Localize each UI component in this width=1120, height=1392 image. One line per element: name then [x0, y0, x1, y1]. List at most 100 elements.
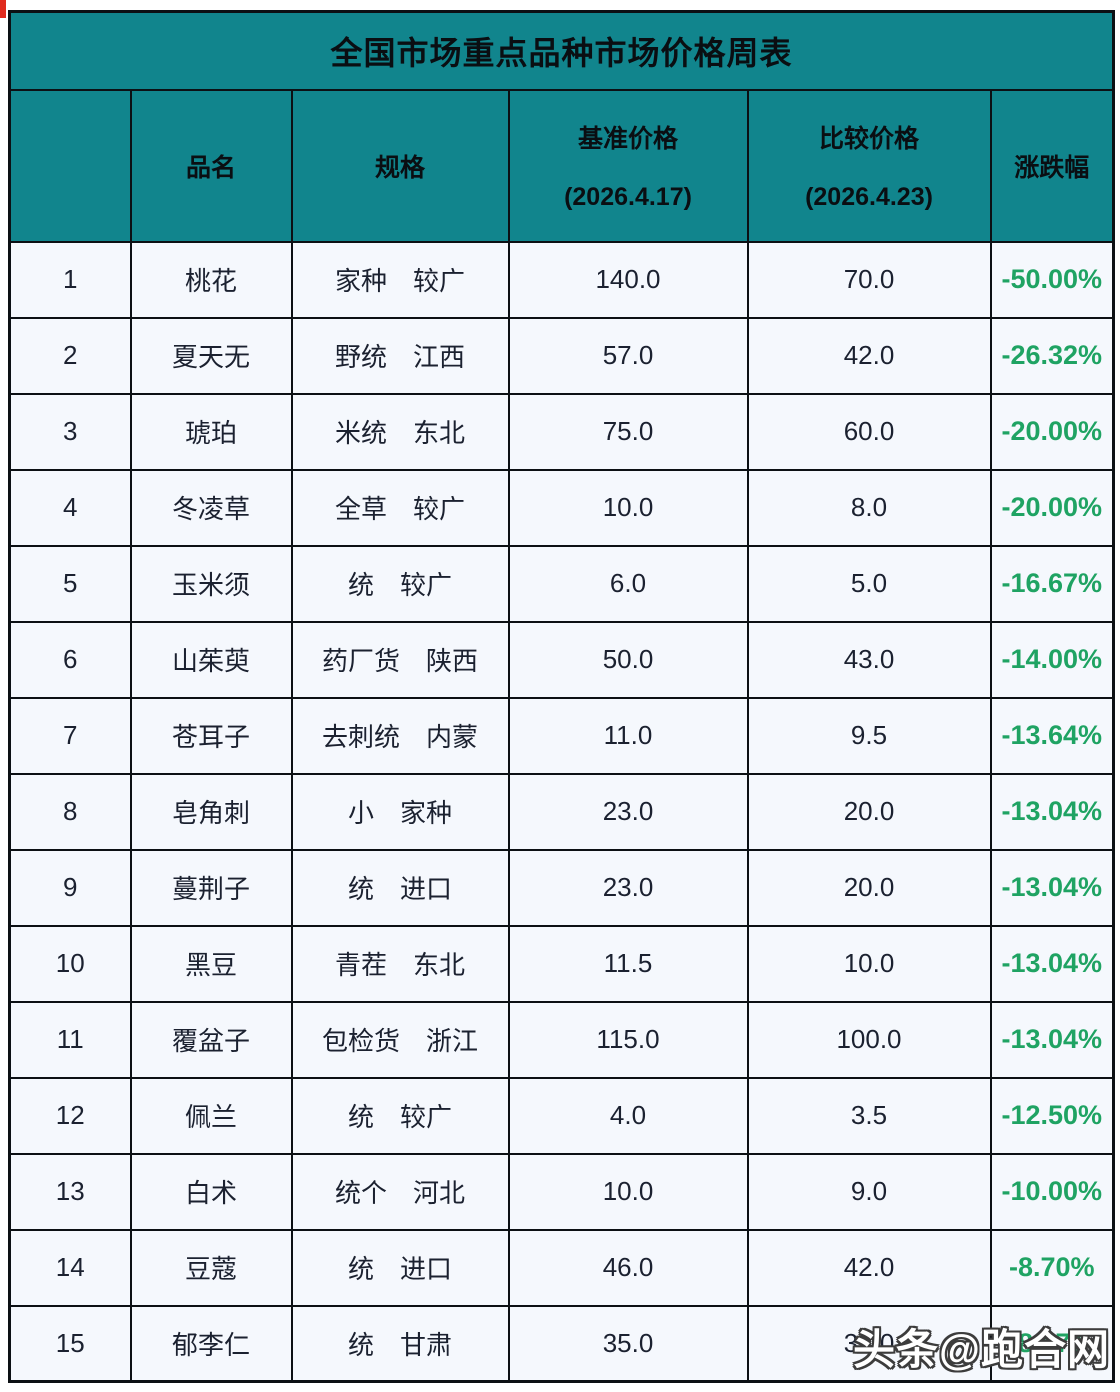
- column-header-base-price: 基准价格 (2026.4.17): [507, 88, 749, 243]
- cell-row-index: 15: [8, 1304, 132, 1383]
- cell-product-name: 白术: [129, 1152, 293, 1231]
- cell-change-percent: -13.04%: [989, 1000, 1115, 1079]
- cell-spec: 统 较广: [290, 544, 510, 623]
- cell-spec: 统 较广: [290, 1076, 510, 1155]
- corner-red-mark: [0, 0, 6, 18]
- cell-compare-price: 20.0: [746, 848, 992, 927]
- compare-price-label: 比较价格: [818, 124, 919, 153]
- cell-base-price: 140.0: [507, 240, 749, 319]
- table-row: 10 黑豆 青茬 东北 11.5 10.0 -13.04%: [8, 924, 1115, 1003]
- cell-base-price: 115.0: [507, 1000, 749, 1079]
- cell-change-percent: -14.00%: [989, 620, 1115, 699]
- column-header-change: 涨跌幅: [989, 88, 1115, 243]
- cell-change-percent: -13.04%: [989, 848, 1115, 927]
- page-title: 全国市场重点品种市场价格周表: [8, 10, 1115, 91]
- cell-base-price: 23.0: [507, 772, 749, 851]
- cell-row-index: 3: [8, 392, 132, 471]
- cell-spec: 统 进口: [290, 848, 510, 927]
- table-row: 14 豆蔻统 进口 46.0 42.0 -8.70%: [8, 1228, 1115, 1307]
- column-header-compare-price: 比较价格 (2026.4.23): [746, 88, 992, 243]
- cell-spec: 去刺统 内蒙: [290, 696, 510, 775]
- cell-spec: 全草 较广: [290, 468, 510, 547]
- cell-product-name: 山茱萸: [129, 620, 293, 699]
- cell-product-name: 苍耳子: [129, 696, 293, 775]
- column-header-spec: 规格: [290, 88, 510, 243]
- cell-product-name: 蔓荆子: [129, 848, 293, 927]
- cell-base-price: 46.0: [507, 1228, 749, 1307]
- cell-spec: 家种 较广: [290, 240, 510, 319]
- header-row: 品名 规格 基准价格 (2026.4.17) 比较价格 (2026.4.23) …: [8, 88, 1115, 243]
- table-row: 9 蔓荆子统 进口 23.0 20.0 -13.04%: [8, 848, 1115, 927]
- cell-row-index: 14: [8, 1228, 132, 1307]
- cell-compare-price: 42.0: [746, 316, 992, 395]
- cell-product-name: 郁李仁: [129, 1304, 293, 1383]
- cell-spec: 野统 江西: [290, 316, 510, 395]
- cell-base-price: 23.0: [507, 848, 749, 927]
- cell-spec: 统 甘肃: [290, 1304, 510, 1383]
- cell-row-index: 12: [8, 1076, 132, 1155]
- cell-compare-price: 70.0: [746, 240, 992, 319]
- cell-compare-price: 20.0: [746, 772, 992, 851]
- cell-product-name: 佩兰: [129, 1076, 293, 1155]
- column-header-index: [8, 88, 132, 243]
- title-row: 全国市场重点品种市场价格周表: [8, 10, 1115, 91]
- cell-change-percent: -12.50%: [989, 1076, 1115, 1155]
- cell-compare-price: 3.5: [746, 1076, 992, 1155]
- table-row: 6 山茱萸 药厂货 陕西 50.0 43.0 -14.00%: [8, 620, 1115, 699]
- cell-base-price: 57.0: [507, 316, 749, 395]
- cell-spec: 统个 河北: [290, 1152, 510, 1231]
- cell-compare-price: 9.5: [746, 696, 992, 775]
- cell-row-index: 5: [8, 544, 132, 623]
- cell-compare-price: 10.0: [746, 924, 992, 1003]
- cell-base-price: 50.0: [507, 620, 749, 699]
- cell-product-name: 桃花: [129, 240, 293, 319]
- cell-row-index: 6: [8, 620, 132, 699]
- table-row: 4 冬凌草 全草 较广 10.0 8.0 -20.00%: [8, 468, 1115, 547]
- cell-base-price: 75.0: [507, 392, 749, 471]
- price-table: 全国市场重点品种市场价格周表 品名 规格 基准价格 (2026.4.17) 比较…: [8, 10, 1116, 1383]
- cell-change-percent: -13.64%: [989, 696, 1115, 775]
- cell-base-price: 35.0: [507, 1304, 749, 1383]
- cell-product-name: 豆蔻: [129, 1228, 293, 1307]
- cell-change-percent: -16.67%: [989, 544, 1115, 623]
- cell-change-percent: -26.32%: [989, 316, 1115, 395]
- cell-change-percent: -13.04%: [989, 772, 1115, 851]
- cell-compare-price: 8.0: [746, 468, 992, 547]
- cell-base-price: 6.0: [507, 544, 749, 623]
- cell-compare-price: 5.0: [746, 544, 992, 623]
- table-row: 12 佩兰统 较广 4.0 3.5 -12.50%: [8, 1076, 1115, 1155]
- cell-spec: 包检货 浙江: [290, 1000, 510, 1079]
- cell-product-name: 皂角刺: [129, 772, 293, 851]
- base-price-label: 基准价格: [577, 124, 678, 153]
- cell-change-percent: -20.00%: [989, 468, 1115, 547]
- cell-spec: 小 家种: [290, 772, 510, 851]
- cell-change-percent: -8.57%: [989, 1304, 1115, 1383]
- cell-compare-price: 42.0: [746, 1228, 992, 1307]
- cell-change-percent: -20.00%: [989, 392, 1115, 471]
- cell-product-name: 覆盆子: [129, 1000, 293, 1079]
- cell-row-index: 8: [8, 772, 132, 851]
- table-row: 15 郁李仁统 甘肃 35.0 32.0 -8.57%: [8, 1304, 1115, 1383]
- cell-compare-price: 100.0: [746, 1000, 992, 1079]
- compare-price-date: (2026.4.23): [805, 183, 933, 212]
- cell-compare-price: 9.0: [746, 1152, 992, 1231]
- column-header-name: 品名: [129, 88, 293, 243]
- cell-row-index: 11: [8, 1000, 132, 1079]
- cell-base-price: 11.0: [507, 696, 749, 775]
- cell-spec: 统 进口: [290, 1228, 510, 1307]
- cell-product-name: 夏天无: [129, 316, 293, 395]
- cell-change-percent: -10.00%: [989, 1152, 1115, 1231]
- cell-row-index: 7: [8, 696, 132, 775]
- cell-spec: 药厂货 陕西: [290, 620, 510, 699]
- cell-change-percent: -13.04%: [989, 924, 1115, 1003]
- cell-row-index: 9: [8, 848, 132, 927]
- cell-base-price: 4.0: [507, 1076, 749, 1155]
- cell-base-price: 10.0: [507, 468, 749, 547]
- cell-row-index: 13: [8, 1152, 132, 1231]
- cell-product-name: 冬凌草: [129, 468, 293, 547]
- cell-change-percent: -50.00%: [989, 240, 1115, 319]
- cell-row-index: 1: [8, 240, 132, 319]
- watermark: 头条@跑合网: [853, 1326, 1110, 1373]
- base-price-date: (2026.4.17): [564, 183, 692, 212]
- table-row: 1 桃花 家种 较广 140.0 70.0 -50.00%: [8, 240, 1115, 319]
